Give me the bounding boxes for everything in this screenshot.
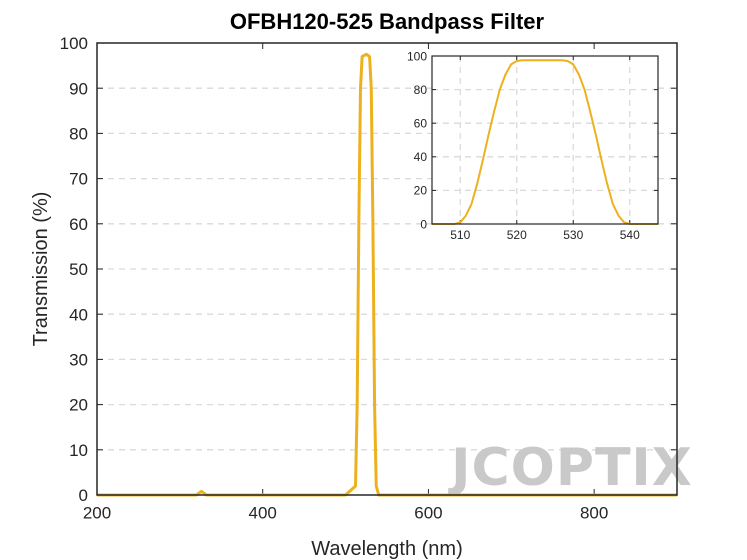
inset-ytick-label: 40 <box>414 150 428 164</box>
inset-plot-frame <box>431 55 659 225</box>
inset-xtick-label: 540 <box>620 228 640 242</box>
main-ytick-label: 100 <box>60 34 88 53</box>
main-ytick-label: 60 <box>69 215 88 234</box>
main-xtick-label: 400 <box>249 503 277 522</box>
main-xtick-label: 800 <box>580 503 608 522</box>
main-ytick-label: 0 <box>79 486 88 505</box>
main-ytick-label: 10 <box>69 441 88 460</box>
inset-ytick-label: 60 <box>414 117 428 131</box>
main-ytick-label: 90 <box>69 79 88 98</box>
inset-xtick-label: 520 <box>507 228 527 242</box>
inset-xtick-label: 530 <box>563 228 583 242</box>
main-ytick-label: 70 <box>69 170 88 189</box>
main-ytick-label: 40 <box>69 305 88 324</box>
inset-gridlines <box>432 56 658 224</box>
inset-ytick-label: 80 <box>414 83 428 97</box>
chart-title: OFBH120-525 Bandpass Filter <box>230 9 545 34</box>
inset-ytick-label: 20 <box>414 184 428 198</box>
main-ytick-label: 20 <box>69 396 88 415</box>
inset-transmission-line <box>432 59 658 225</box>
brand-watermark: JCOPTIX <box>448 438 693 498</box>
x-axis-label: Wavelength (nm) <box>311 538 463 560</box>
main-xtick-label: 600 <box>414 503 442 522</box>
inset-background <box>432 56 658 224</box>
main-xtick-label: 200 <box>83 503 111 522</box>
inset-ticks: 0 20 40 60 80 100 510 520 530 540 <box>407 49 658 242</box>
inset-ytick-label: 0 <box>420 217 427 231</box>
main-ytick-label: 80 <box>69 125 88 144</box>
inset-ytick-label: 100 <box>407 49 427 63</box>
main-plot-frame <box>96 42 678 496</box>
main-ytick-label: 50 <box>69 260 88 279</box>
inset-xtick-label: 510 <box>450 228 470 242</box>
y-axis-label: Transmission (%) <box>30 192 52 347</box>
main-gridlines <box>97 87 677 451</box>
main-ytick-label: 30 <box>69 351 88 370</box>
